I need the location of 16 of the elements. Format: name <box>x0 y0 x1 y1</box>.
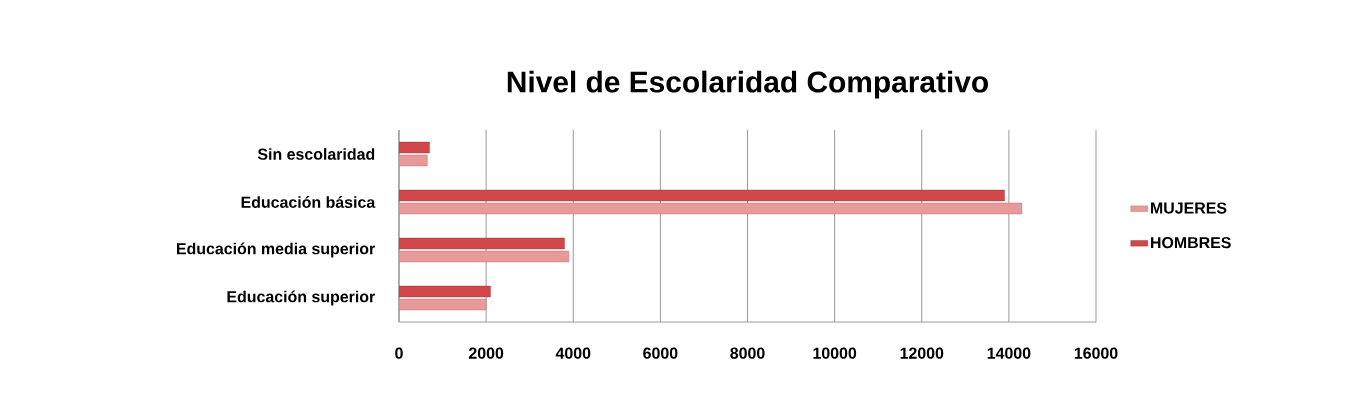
x-tick-label: 10000 <box>813 347 857 359</box>
y-tick-label: Sin escolaridad <box>257 148 375 160</box>
x-tick-label: 4000 <box>555 347 591 359</box>
x-tick-label: 6000 <box>643 347 678 359</box>
x-tick-label: 12000 <box>900 347 944 359</box>
chart-title: Nivel de Escolaridad Comparativo <box>507 70 988 99</box>
x-tick-label: 16000 <box>1074 347 1118 359</box>
x-tick-label: 0 <box>395 347 403 359</box>
x-tick-label: 14000 <box>987 347 1031 359</box>
x-tick-label: 2000 <box>468 347 504 359</box>
y-tick-label: Educación media superior <box>176 242 375 258</box>
y-tick-label: Educación superior <box>227 290 375 306</box>
y-tick-label: Educación básica <box>241 196 376 208</box>
legend-label: MUJERES <box>1151 202 1227 214</box>
x-tick-label: 8000 <box>730 347 765 359</box>
legend-label: HOMBRES <box>1151 237 1231 249</box>
